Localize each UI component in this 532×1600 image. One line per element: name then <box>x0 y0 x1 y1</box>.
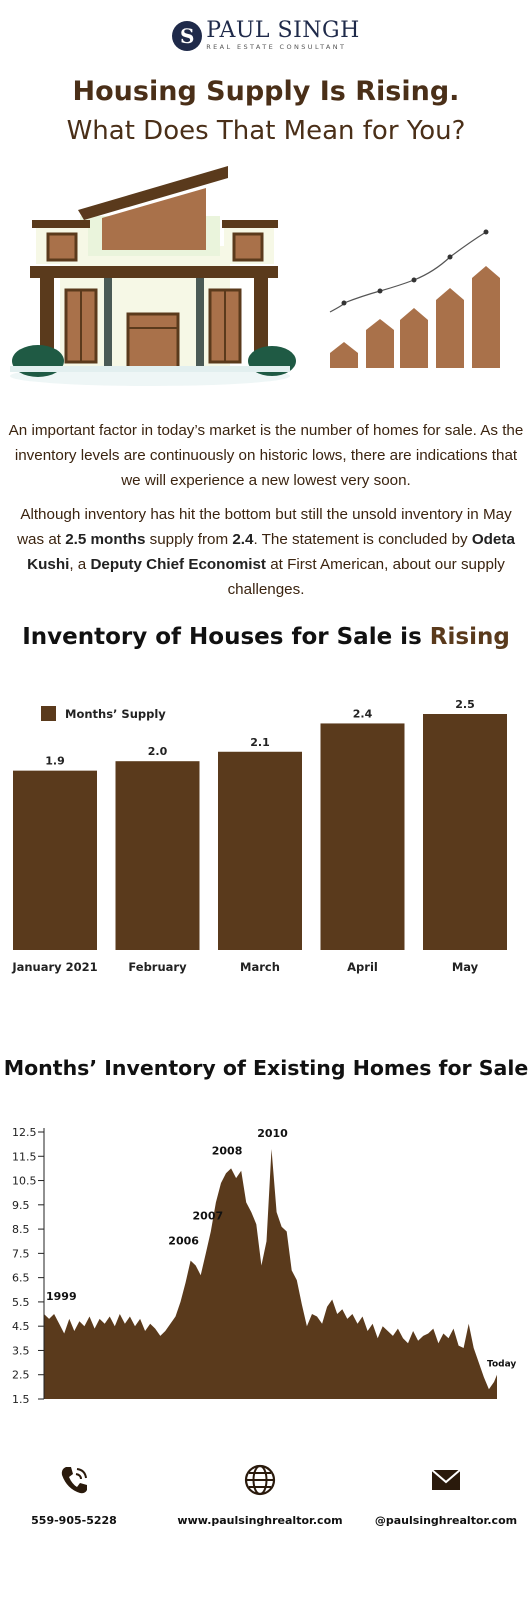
area-series <box>44 1149 497 1399</box>
contact-email[interactable]: @paulsinghrealtor.com <box>356 1460 532 1527</box>
y-tick-label: 9.5 <box>12 1199 30 1212</box>
area-chart: 1.5 2.5 3.5 4.5 5.5 6.5 7.5 8.5 9.5 10.5 11.5 12.5 1… <box>12 1126 516 1406</box>
logo-text: PAUL SINGH REAL ESTATE CONSULTANT <box>206 18 360 52</box>
hero-illustration <box>10 166 500 386</box>
bar-category-label: April <box>347 960 378 974</box>
bar-data-label: 2.5 <box>455 698 475 711</box>
headline-line1: Housing Supply Is Rising. <box>72 76 460 107</box>
phone-number: 559-905-5228 <box>31 1514 117 1527</box>
bar-chart: Months’ Supply 1.9 January 2021 2.0 February… <box>11 698 507 974</box>
p2-text-e: . The statement is concluded by <box>253 531 472 548</box>
bar-data-label: 1.9 <box>45 755 65 768</box>
bar-category-label: March <box>240 960 280 974</box>
y-tick-label: 2.5 <box>12 1369 30 1382</box>
area-annotation: 2006 <box>168 1235 199 1248</box>
bar-chart-title-accent: Rising <box>429 624 510 650</box>
area-annotation: 2008 <box>212 1144 243 1157</box>
y-tick-label: 12.5 <box>12 1126 37 1139</box>
p2-text-a: Although inventory has hit the bottom bu… <box>17 506 512 548</box>
area-annotation: 2010 <box>257 1127 288 1140</box>
logo-mark: S <box>172 20 203 51</box>
bar <box>115 761 200 950</box>
y-tick-label: 1.5 <box>12 1393 30 1406</box>
bar-category-label: January 2021 <box>11 960 97 974</box>
social-handle: @paulsinghrealtor.com <box>374 1514 518 1527</box>
bar-chart-title-main: Inventory of Houses for Sale is <box>22 624 422 650</box>
contact-footer: 559-905-5228 www.paulsinghrealtor.com @p… <box>0 1460 532 1570</box>
bar-category-label: May <box>452 960 479 974</box>
bar-data-label: 2.1 <box>250 736 270 749</box>
p2-text-i: at First American, about our supply chal… <box>227 556 505 598</box>
p2-text-g: , a <box>69 556 91 573</box>
bar-category-label: February <box>128 960 187 974</box>
y-tick-label: 3.5 <box>12 1344 30 1357</box>
legend-label: Months’ Supply <box>65 707 166 721</box>
quote-paragraph: Although inventory has hit the bottom bu… <box>8 502 524 602</box>
brand-logo: S PAUL SINGH REAL ESTATE CONSULTANT <box>0 20 532 51</box>
y-tick-label: 8.5 <box>12 1223 30 1236</box>
legend-swatch <box>41 706 56 721</box>
y-tick-label: 10.5 <box>12 1175 37 1188</box>
bar-chart-title: Inventory of Houses for Sale is Rising <box>0 624 532 650</box>
p2-text-c: supply from <box>145 531 233 548</box>
y-tick-label: 6.5 <box>12 1272 30 1285</box>
bar <box>320 723 405 950</box>
phone-icon <box>0 1460 164 1500</box>
brand-name: PAUL SINGH <box>206 18 360 43</box>
y-tick-label: 7.5 <box>12 1247 30 1260</box>
p2-highlight-prev: 2.4 <box>232 531 254 548</box>
area-annotation: 2007 <box>193 1210 224 1223</box>
p2-highlight-name: Odeta Kushi <box>27 531 515 573</box>
website-url: www.paulsinghrealtor.com <box>177 1514 343 1527</box>
y-tick-label: 11.5 <box>12 1150 37 1163</box>
brand-tagline: REAL ESTATE CONSULTANT <box>206 43 347 51</box>
contact-phone[interactable]: 559-905-5228 <box>0 1460 164 1527</box>
bar <box>13 770 97 950</box>
bar <box>218 751 302 950</box>
area-annotation: 1999 <box>46 1290 77 1303</box>
p2-highlight-months: 2.5 months <box>65 531 146 548</box>
area-chart-title: Months’ Inventory of Existing Homes for … <box>3 1056 529 1080</box>
growth-icon <box>329 229 500 368</box>
area-annotation: Today <box>487 1360 516 1370</box>
globe-icon <box>170 1460 350 1500</box>
y-tick-label: 4.5 <box>12 1320 30 1333</box>
mail-icon <box>356 1460 532 1500</box>
headline-line2: What Does That Mean for You? <box>66 116 466 146</box>
p2-highlight-role: Deputy Chief Economist <box>90 556 266 573</box>
bar-data-label: 2.4 <box>353 707 373 720</box>
bar-data-label: 2.0 <box>148 745 168 758</box>
house-illustration <box>10 166 296 386</box>
intro-paragraph: An important factor in today’s market is… <box>8 422 524 489</box>
bar <box>423 714 507 950</box>
y-tick-label: 5.5 <box>12 1296 30 1309</box>
contact-website[interactable]: www.paulsinghrealtor.com <box>170 1460 350 1527</box>
